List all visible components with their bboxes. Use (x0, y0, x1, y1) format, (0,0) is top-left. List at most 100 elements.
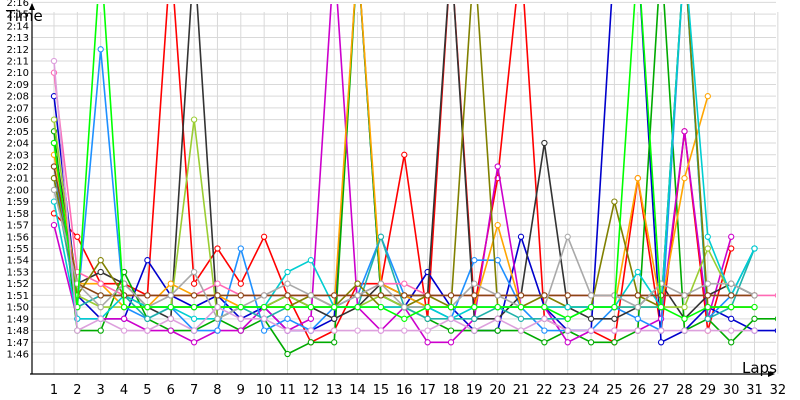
y-tick-label: 2:04 (7, 139, 29, 150)
data-point (167, 303, 174, 311)
data-point (774, 292, 776, 298)
data-point (704, 303, 711, 311)
data-point (681, 315, 688, 322)
y-tick-label: 1:51 (7, 291, 29, 302)
data-point (447, 292, 455, 299)
data-point (541, 303, 548, 311)
data-point (471, 280, 478, 287)
data-point (307, 257, 315, 264)
y-tick-label: 1:48 (7, 326, 29, 337)
data-point (284, 315, 291, 322)
data-point (144, 327, 151, 334)
x-tick-label: 14 (349, 383, 366, 398)
data-point (728, 233, 735, 240)
data-point (260, 303, 268, 311)
series-16 (50, 57, 758, 334)
data-point (50, 139, 58, 147)
data-point (190, 303, 198, 311)
data-point (471, 257, 478, 264)
y-tick-label: 1:58 (7, 209, 29, 220)
x-tick-label: 5 (143, 383, 151, 398)
data-point (144, 315, 151, 322)
data-point (424, 315, 431, 322)
data-point (190, 339, 198, 346)
data-point (401, 327, 408, 334)
data-point (97, 303, 104, 311)
data-point (728, 303, 735, 311)
data-point (50, 221, 58, 229)
data-point (728, 280, 735, 287)
data-point (50, 163, 58, 170)
data-point (424, 327, 431, 334)
data-point (494, 221, 501, 229)
data-point (728, 339, 735, 346)
data-point (471, 315, 478, 322)
y-axis-arrow-icon (29, 3, 35, 10)
x-tick-label: 32 (770, 383, 787, 398)
data-point (97, 268, 104, 276)
data-point (681, 175, 688, 182)
x-tick-labels: 1 2 3 4 5 6 7 8 9 10 11 12 13 14 15 16 17 18 19 20 21 22 23 24 2… (50, 383, 786, 398)
data-point (190, 268, 198, 276)
data-point (494, 315, 501, 322)
data-point (284, 350, 291, 358)
y-tick-label: 2:13 (7, 33, 29, 44)
data-point (564, 303, 571, 311)
x-tick-label: 16 (396, 383, 413, 398)
data-point (704, 315, 711, 322)
data-point (704, 93, 711, 100)
data-point (284, 268, 291, 276)
data-point (214, 292, 221, 299)
data-point (728, 245, 735, 252)
data-point (331, 315, 338, 322)
data-point (260, 315, 268, 322)
data-point (704, 327, 711, 334)
y-tick-label: 1:54 (7, 256, 29, 267)
data-point (377, 280, 385, 287)
data-point (190, 280, 198, 287)
x-tick-label: 31 (746, 383, 763, 398)
data-point (704, 280, 711, 287)
y-tick-label: 2:16 (7, 0, 29, 9)
data-point (681, 327, 688, 334)
axes: Time Laps (5, 3, 777, 377)
y-tick-label: 1:50 (7, 303, 29, 314)
x-tick-label: 20 (489, 383, 506, 398)
data-point (634, 303, 641, 311)
x-tick-label: 27 (653, 383, 670, 398)
x-tick-label: 2 (73, 383, 81, 398)
data-point (774, 316, 776, 322)
x-tick-label: 3 (97, 383, 105, 398)
data-point (774, 328, 776, 334)
data-point (331, 303, 338, 311)
y-tick-label: 1:56 (7, 232, 29, 243)
x-tick-label: 30 (723, 383, 740, 398)
data-point (260, 233, 268, 240)
data-point (517, 292, 525, 299)
data-point (541, 139, 548, 147)
data-point (541, 339, 548, 346)
data-point (494, 292, 501, 299)
data-point (97, 315, 104, 322)
data-point (237, 303, 244, 311)
y-tick-label: 1:47 (7, 338, 29, 349)
data-point (50, 57, 58, 65)
data-point (541, 315, 548, 322)
data-point (167, 315, 174, 322)
x-tick-label: 18 (443, 383, 460, 398)
x-tick-label: 28 (676, 383, 693, 398)
data-point (307, 315, 315, 322)
y-tick-label: 1:46 (7, 350, 29, 361)
data-point (354, 303, 361, 311)
data-point (681, 128, 688, 135)
data-point (401, 315, 408, 322)
y-tick-labels: 1:461:471:481:491:501:511:521:531:541:55… (7, 0, 29, 361)
data-point (424, 339, 431, 346)
y-axis-title: Time (5, 7, 43, 25)
data-point (190, 327, 198, 334)
data-point (447, 315, 455, 322)
data-point (634, 268, 641, 276)
data-point (564, 315, 571, 322)
data-point (751, 327, 758, 334)
data-point (634, 292, 641, 299)
